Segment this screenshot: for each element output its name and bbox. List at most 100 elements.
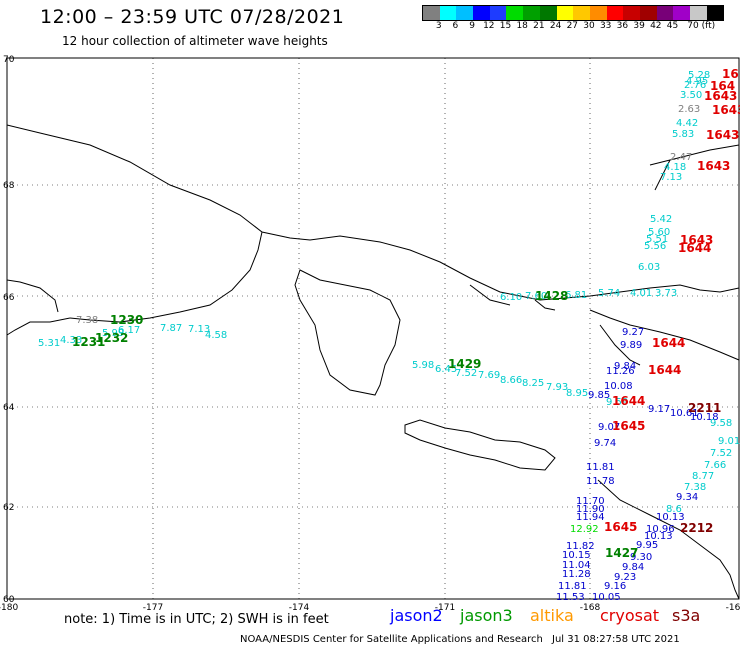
wave-height-value: 5.31 (38, 338, 60, 349)
lat-label: 64 (3, 403, 15, 413)
scale-label: 33 (599, 21, 612, 31)
scale-swatch (523, 6, 540, 20)
scale-label: 24 (549, 21, 562, 31)
legend-jason2: jason2 (390, 606, 443, 625)
wave-height-value: 11.04 (562, 560, 591, 571)
wave-height-value: 2.47 (670, 152, 692, 163)
lon-label: -171 (435, 603, 455, 613)
timestamp: Jul 31 08:27:58 UTC 2021 (552, 634, 680, 645)
wave-height-value: 10.13 (644, 531, 673, 542)
wave-height-value: 5.83 (672, 129, 694, 140)
wave-height-value: 9.30 (630, 552, 652, 563)
scale-label: 70 (ft) (687, 21, 716, 31)
scale-swatch (473, 6, 490, 20)
wave-height-value: 11.70 (576, 496, 605, 507)
lat-label: 60 (3, 595, 15, 605)
pass-time-label: 1644 (612, 394, 645, 408)
wave-height-value: 6.81 (565, 290, 587, 301)
lat-label: 66 (3, 293, 15, 303)
wave-height-value: 9.16 (604, 581, 626, 592)
wave-height-value: 11.90 (576, 504, 605, 515)
scale-swatch (639, 6, 657, 20)
wave-height-labels: 5.284.952.763.502.634.425.832.474.187.13… (38, 67, 740, 603)
scale-swatch (423, 6, 440, 20)
scale-label: 27 (566, 21, 579, 31)
pass-time-label: 1643 (680, 233, 713, 247)
wave-height-value: 11.81 (558, 581, 587, 592)
wave-height-value: 4.01 (630, 288, 652, 299)
wave-height-value: 5.56 (644, 241, 666, 252)
wave-height-value: 9.34 (676, 492, 698, 503)
wave-height-value: 11.94 (576, 512, 605, 523)
wave-height-value: 6.10 (500, 292, 522, 303)
lon-label: -180 (0, 603, 18, 613)
lon-axis-labels: -180 -177 -174 -171 -168 -16 (0, 603, 740, 613)
pass-time-label: 1644 (652, 336, 685, 350)
legend-jason3: jason3 (460, 606, 513, 625)
lat-label: 62 (3, 503, 14, 513)
pass-time-label: 1644 (648, 363, 681, 377)
pass-time-label: 1232 (95, 331, 128, 345)
scale-swatch (690, 6, 707, 20)
wave-height-value: 12.92 (570, 524, 599, 535)
wave-height-value: 8.95 (566, 388, 588, 399)
lat-axis-labels: 70 68 66 64 62 60 (3, 55, 15, 605)
graticule (7, 58, 739, 599)
wave-height-value: 10.96 (646, 524, 675, 535)
pass-time-label: 164 (710, 79, 735, 93)
wave-height-value: 4.58 (205, 330, 227, 341)
wave-height-value: 8.6 (666, 504, 682, 515)
wave-height-value: 9.89 (620, 340, 642, 351)
wave-height-value: 8.66 (500, 375, 522, 386)
wave-height-value: 9.74 (594, 438, 616, 449)
wave-height-value: 9.95 (636, 540, 658, 551)
wave-height-value: 6.03 (638, 262, 660, 273)
scale-swatch (556, 6, 574, 20)
pass-time-label: 1427 (605, 546, 638, 560)
pass-time-label: 1644 (678, 241, 711, 255)
wave-height-value: 11.82 (566, 541, 595, 552)
scale-label: 3 (435, 21, 442, 31)
pass-time-label: 1231 (72, 335, 105, 349)
wave-height-value: 7.38 (76, 315, 98, 326)
wave-height-value: 9.84 (614, 361, 636, 372)
wave-height-value: 9.01 (718, 436, 740, 447)
lon-label: -177 (143, 603, 163, 613)
scale-label: 9 (469, 21, 475, 31)
pass-time-label: 1429 (448, 357, 481, 371)
wave-height-value: 11.26 (606, 366, 635, 377)
wave-height-value: 3.50 (680, 90, 702, 101)
lon-label: -16 (726, 603, 740, 613)
wave-height-value: 7.52 (455, 368, 477, 379)
wave-height-value: 11.78 (586, 476, 615, 487)
wave-height-value: 9.17 (648, 404, 670, 415)
wave-height-value: 2.76 (684, 80, 706, 91)
pass-time-label: 1643 (706, 128, 739, 142)
wave-height-value: 7.69 (478, 370, 500, 381)
wave-height-value: 7.93 (546, 382, 568, 393)
scale-swatch (439, 6, 457, 20)
scale-swatch (706, 6, 724, 20)
scale-label: 42 (650, 21, 662, 31)
scale-swatch (456, 6, 474, 20)
legend-cryosat: cryosat (600, 606, 660, 625)
wave-height-value: 4.42 (676, 118, 698, 129)
wave-height-value: 4.33 (60, 335, 82, 346)
scale-swatch (606, 6, 624, 20)
lon-label: -174 (289, 603, 310, 613)
scale-swatch (656, 6, 674, 20)
wave-height-value: 5.99 (102, 328, 124, 339)
scale-label: 30 (583, 21, 595, 31)
wave-height-value: 7.13 (660, 172, 682, 183)
wave-height-value: 8.25 (522, 378, 544, 389)
pass-time-label: 1230 (110, 313, 143, 327)
wave-height-value: 10.18 (690, 412, 719, 423)
wave-height-value: 9.27 (622, 327, 644, 338)
page-title: 12:00 – 23:59 UTC 07/28/2021 (40, 6, 345, 28)
lat-label: 68 (3, 181, 15, 191)
scale-swatch (506, 6, 524, 20)
wave-height-value: 9.58 (710, 418, 732, 429)
scale-swatch (673, 6, 690, 20)
